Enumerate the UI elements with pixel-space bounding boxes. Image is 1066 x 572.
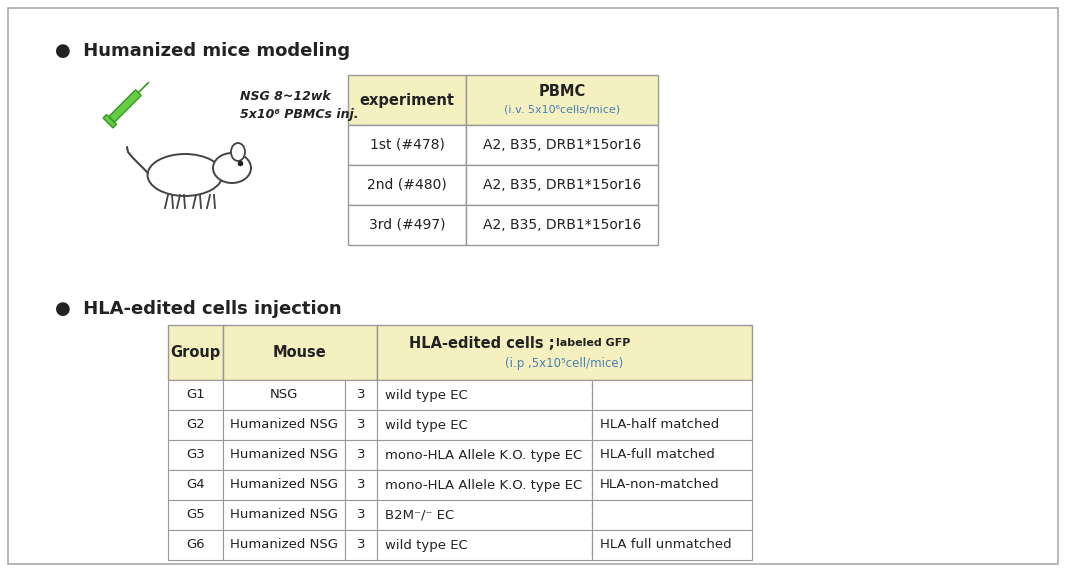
Bar xyxy=(168,470,223,500)
Bar xyxy=(168,500,223,530)
Bar xyxy=(223,380,345,410)
Text: 3: 3 xyxy=(357,388,366,402)
Bar xyxy=(466,205,658,245)
Bar xyxy=(466,75,658,125)
Text: A2, B35, DRB1*15or16: A2, B35, DRB1*15or16 xyxy=(483,218,641,232)
Bar xyxy=(592,410,752,440)
Bar xyxy=(168,325,223,380)
Text: PBMC: PBMC xyxy=(538,84,585,98)
Bar xyxy=(348,205,466,245)
Text: 3: 3 xyxy=(357,419,366,431)
Text: (i.v. 5x10⁶cells/mice): (i.v. 5x10⁶cells/mice) xyxy=(504,104,620,114)
Text: HLA-non-matched: HLA-non-matched xyxy=(600,479,720,491)
Text: wild type EC: wild type EC xyxy=(385,419,468,431)
Text: 1st (#478): 1st (#478) xyxy=(370,138,445,152)
Text: A2, B35, DRB1*15or16: A2, B35, DRB1*15or16 xyxy=(483,178,641,192)
Bar xyxy=(223,470,345,500)
Text: G2: G2 xyxy=(187,419,205,431)
Text: G3: G3 xyxy=(187,448,205,462)
Text: HLA-edited cells ;: HLA-edited cells ; xyxy=(409,336,554,351)
Bar xyxy=(377,410,592,440)
Text: Humanized NSG: Humanized NSG xyxy=(230,448,338,462)
Text: G6: G6 xyxy=(187,538,205,551)
Text: HLA-full matched: HLA-full matched xyxy=(600,448,715,462)
Bar xyxy=(377,325,752,380)
Bar xyxy=(168,530,223,560)
Text: 3: 3 xyxy=(357,538,366,551)
Bar xyxy=(592,530,752,560)
Text: ●  Humanized mice modeling: ● Humanized mice modeling xyxy=(55,42,350,60)
Text: Humanized NSG: Humanized NSG xyxy=(230,509,338,522)
Text: HLA-half matched: HLA-half matched xyxy=(600,419,720,431)
Text: G5: G5 xyxy=(187,509,205,522)
Bar xyxy=(377,530,592,560)
Bar xyxy=(345,500,377,530)
Text: Group: Group xyxy=(171,345,221,360)
Text: ●  HLA-edited cells injection: ● HLA-edited cells injection xyxy=(55,300,341,318)
Bar xyxy=(223,440,345,470)
Text: wild type EC: wild type EC xyxy=(385,538,468,551)
Bar xyxy=(377,470,592,500)
Bar xyxy=(592,380,752,410)
Bar xyxy=(168,440,223,470)
Text: (i.p ,5x10⁵cell/mice): (i.p ,5x10⁵cell/mice) xyxy=(505,356,624,370)
Text: A2, B35, DRB1*15or16: A2, B35, DRB1*15or16 xyxy=(483,138,641,152)
Bar xyxy=(223,410,345,440)
Text: G4: G4 xyxy=(187,479,205,491)
Bar xyxy=(348,75,466,125)
Text: 5x10⁶ PBMCs inj.: 5x10⁶ PBMCs inj. xyxy=(240,108,358,121)
Ellipse shape xyxy=(213,153,251,183)
Text: 3: 3 xyxy=(357,448,366,462)
Text: 3rd (#497): 3rd (#497) xyxy=(369,218,446,232)
Bar xyxy=(377,440,592,470)
Bar xyxy=(377,380,592,410)
Bar xyxy=(223,325,377,380)
Bar xyxy=(466,165,658,205)
Bar xyxy=(345,470,377,500)
Text: Humanized NSG: Humanized NSG xyxy=(230,479,338,491)
Text: experiment: experiment xyxy=(359,93,454,108)
Text: Mouse: Mouse xyxy=(273,345,327,360)
Bar xyxy=(223,530,345,560)
Text: Humanized NSG: Humanized NSG xyxy=(230,538,338,551)
Text: mono-HLA Allele K.O. type EC: mono-HLA Allele K.O. type EC xyxy=(385,448,582,462)
Bar xyxy=(345,380,377,410)
Bar xyxy=(168,410,223,440)
Text: wild type EC: wild type EC xyxy=(385,388,468,402)
Text: NSG 8~12wk: NSG 8~12wk xyxy=(240,90,330,103)
Text: 3: 3 xyxy=(357,479,366,491)
Text: HLA full unmatched: HLA full unmatched xyxy=(600,538,731,551)
Text: 3: 3 xyxy=(357,509,366,522)
Text: G1: G1 xyxy=(187,388,205,402)
Bar xyxy=(348,165,466,205)
Text: labeled GFP: labeled GFP xyxy=(555,338,630,348)
Bar xyxy=(345,410,377,440)
Text: B2M⁻/⁻ EC: B2M⁻/⁻ EC xyxy=(385,509,454,522)
Bar xyxy=(345,530,377,560)
Bar xyxy=(348,125,466,165)
Polygon shape xyxy=(109,90,142,122)
Text: mono-HLA Allele K.O. type EC: mono-HLA Allele K.O. type EC xyxy=(385,479,582,491)
Ellipse shape xyxy=(231,143,245,161)
Bar xyxy=(377,500,592,530)
Bar xyxy=(466,125,658,165)
Bar xyxy=(345,440,377,470)
Bar xyxy=(592,440,752,470)
Text: 2nd (#480): 2nd (#480) xyxy=(367,178,447,192)
Text: NSG: NSG xyxy=(270,388,298,402)
Bar xyxy=(592,500,752,530)
Polygon shape xyxy=(103,114,116,128)
Text: Humanized NSG: Humanized NSG xyxy=(230,419,338,431)
Bar xyxy=(223,500,345,530)
Ellipse shape xyxy=(147,154,223,196)
Bar xyxy=(168,380,223,410)
Bar xyxy=(592,470,752,500)
